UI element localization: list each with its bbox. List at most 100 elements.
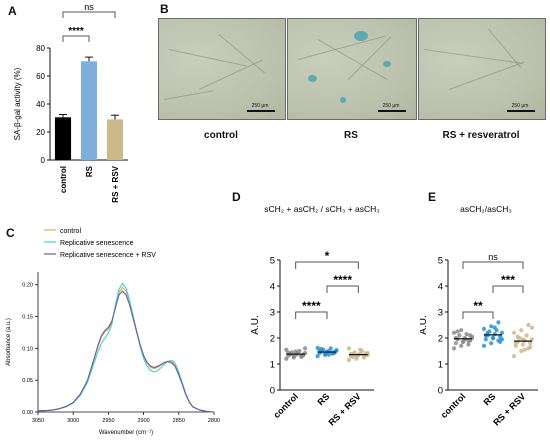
data-point (499, 337, 505, 342)
micrograph-control: 250 µm (158, 18, 286, 120)
bar-control (54, 117, 72, 160)
data-point (519, 328, 524, 333)
data-point (524, 333, 529, 338)
x-tick-label: 2850 (173, 418, 185, 424)
x-tick-label: RS (85, 165, 94, 177)
y-tick-label: 5 (270, 256, 275, 267)
data-point (358, 347, 363, 352)
x-tick-label: 2800 (208, 418, 220, 424)
x-tick-label: 3050 (32, 418, 44, 424)
significance-label: **** (68, 26, 84, 37)
scale-label: 250 µm (511, 103, 529, 109)
y-tick-label: 1 (270, 360, 275, 371)
x-tick-label: control (271, 391, 300, 420)
x-tick-label: RS + RSV (491, 391, 527, 427)
y-axis-label: A.U. (250, 315, 261, 334)
y-tick-label: 40 (36, 100, 45, 109)
micrograph-rs-resveratrol: 250 µm (418, 18, 546, 120)
data-point (455, 329, 460, 334)
data-point (469, 335, 475, 341)
x-tick-label: RS + RSV (111, 165, 120, 202)
data-point (511, 354, 517, 359)
y-tick-label: 0.05 (22, 378, 33, 384)
data-point (496, 320, 501, 325)
data-point (511, 330, 517, 335)
y-tick-label: 2 (270, 334, 275, 345)
data-point (520, 342, 526, 347)
data-point (515, 334, 520, 339)
significance-label: **** (333, 273, 352, 287)
micrograph-label-rs-resveratrol: RS + resveratrol (442, 130, 520, 141)
x-tick-label: 2950 (102, 418, 114, 424)
data-point (457, 333, 462, 338)
y-axis-label: SA-β-gal activity (%) (13, 67, 22, 140)
y-tick-label: 1 (438, 360, 443, 371)
y-axis-label: A.U. (420, 315, 429, 334)
series-line-2 (38, 282, 215, 413)
data-point (499, 330, 505, 335)
data-point (466, 342, 471, 347)
y-tick-label: 20 (36, 128, 45, 137)
panel-label-d: D (232, 190, 241, 204)
data-point (459, 343, 464, 348)
data-point (513, 341, 518, 346)
chart-title: asCH₂/asCH₃ (460, 204, 512, 214)
data-point (519, 348, 524, 354)
data-point (529, 337, 535, 342)
y-tick-label: 80 (36, 44, 45, 53)
data-point (334, 348, 339, 353)
series-line-1 (38, 286, 215, 413)
data-point (489, 324, 494, 329)
significance-bracket (326, 285, 359, 293)
data-point (528, 341, 533, 346)
data-point (483, 337, 488, 342)
data-point (492, 332, 497, 337)
micrograph-label-rs: RS (344, 130, 358, 141)
panel-label-b: B (160, 2, 169, 16)
x-tick-label: RS (481, 391, 497, 407)
significance-label: *** (501, 273, 515, 287)
y-tick-label: 0.20 (22, 283, 33, 289)
data-point (520, 337, 526, 342)
data-point (451, 346, 457, 351)
data-point (352, 350, 357, 355)
data-point (492, 325, 497, 330)
data-point (490, 335, 496, 341)
scale-bar (247, 110, 275, 112)
scatter-chart-ch2-ch3-ratio: sCH₂ + asCH₂ / sCH₃ + asCH₃ 0 1 2 3 4 5 A.U. con… (250, 204, 380, 428)
bar-rs (80, 61, 98, 160)
y-tick-label: 0.00 (22, 410, 33, 416)
data-point (346, 346, 352, 351)
significance-bracket (462, 311, 494, 319)
data-point (315, 345, 320, 350)
data-point (295, 351, 300, 356)
data-point (526, 322, 531, 328)
y-axis-label: Absorbance (a.u.) (6, 318, 12, 366)
scale-bar (507, 110, 535, 112)
y-tick-label: 0 (438, 386, 443, 397)
data-point (319, 346, 324, 352)
data-point (529, 325, 535, 330)
scale-label: 250 µm (382, 103, 400, 109)
significance-label: **** (302, 299, 321, 313)
x-tick-label: 3000 (67, 418, 79, 424)
significance-bracket (295, 311, 328, 319)
line-chart-ftir-spectrum: 0.00 0.05 0.10 0.15 0.20 3050 3000 2950 2900 2850… (6, 228, 220, 436)
micrograph-label-control: control (204, 130, 238, 141)
data-point (485, 330, 490, 335)
y-tick-label: 0.15 (22, 315, 33, 321)
data-point (284, 356, 289, 361)
data-point (466, 338, 471, 343)
significance-label: ** (473, 299, 483, 313)
y-tick-label: 3 (270, 308, 275, 319)
data-point (464, 332, 469, 337)
legend-label: Replicative senescence + RSV (60, 252, 156, 259)
y-tick-label: 2 (438, 334, 443, 345)
data-point (350, 354, 355, 360)
panel-label-e: E (428, 190, 437, 204)
significance-bracket (462, 261, 524, 269)
significance-bracket (492, 285, 524, 293)
data-point (291, 354, 296, 359)
y-tick-label: 0 (270, 386, 275, 397)
legend-label: control (60, 228, 81, 235)
